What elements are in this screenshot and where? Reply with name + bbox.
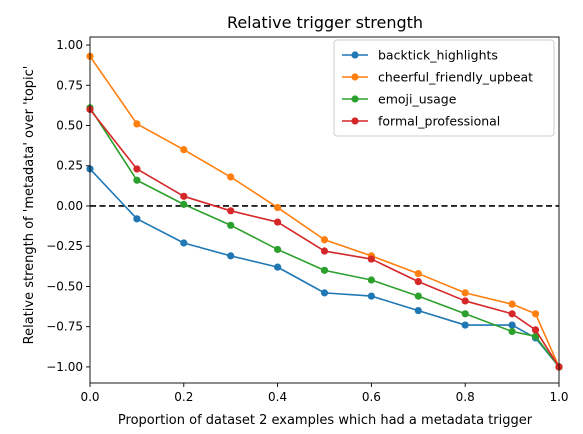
- legend-marker-formal_professional: [351, 117, 359, 125]
- data-point-emoji_usage-5: [320, 266, 329, 274]
- y-tick-label: −1.00: [46, 360, 83, 374]
- data-point-formal_professional-10: [531, 326, 540, 334]
- data-point-formal_professional-2: [180, 192, 188, 200]
- data-point-formal_professional-5: [320, 247, 329, 255]
- data-point-backtick_highlights-4: [274, 263, 282, 271]
- data-point-cheerful_friendly_upbeat-7: [414, 269, 422, 278]
- series-line-emoji_usage: [89, 107, 560, 368]
- data-point-cheerful_friendly_upbeat-8: [461, 289, 469, 297]
- data-point-formal_professional-9: [508, 310, 516, 318]
- data-point-backtick_highlights-6: [367, 292, 375, 300]
- legend-marker-cheerful_friendly_upbeat: [351, 73, 359, 81]
- legend-label-emoji_usage: emoji_usage: [378, 92, 457, 107]
- data-point-backtick_highlights-5: [320, 289, 329, 297]
- legend-label-backtick_highlights: backtick_highlights: [378, 48, 498, 63]
- legend-label-cheerful_friendly_upbeat: cheerful_friendly_upbeat: [378, 70, 533, 85]
- axes: 0.0 0.2 0.4 0.6 0.8 1.0 1.00 0.75 0.50 0.25 0.00 −0…: [46, 38, 568, 404]
- plot-frame: [89, 36, 560, 384]
- y-tick-label: 0.00: [56, 199, 83, 213]
- x-tick-label: 0.4: [268, 390, 287, 404]
- data-point-cheerful_friendly_upbeat-4: [274, 203, 282, 212]
- data-point-backtick_highlights-3: [227, 252, 235, 260]
- data-point-cheerful_friendly_upbeat-2: [180, 146, 188, 154]
- y-tick-label: 0.50: [56, 119, 83, 133]
- legend-marker-emoji_usage: [351, 95, 359, 103]
- data-point-cheerful_friendly_upbeat-1: [133, 120, 141, 128]
- data-point-cheerful_friendly_upbeat-5: [320, 236, 329, 244]
- data-point-emoji_usage-4: [274, 245, 282, 254]
- data-point-formal_professional-7: [414, 278, 422, 286]
- data-point-formal_professional-3: [227, 207, 235, 215]
- y-tick-label: −0.50: [46, 279, 83, 293]
- x-tick-label: 0.2: [174, 390, 193, 404]
- legend-marker-backtick_highlights: [351, 51, 359, 59]
- x-tick-label: 1.0: [549, 390, 568, 404]
- x-axis-label: Proportion of dataset 2 examples which h…: [118, 413, 533, 428]
- data-point-formal_professional-4: [274, 218, 282, 226]
- legend-label-formal_professional: formal_professional: [378, 114, 500, 129]
- data-point-backtick_highlights-8: [461, 321, 469, 329]
- data-point-formal_professional-1: [133, 165, 141, 173]
- chart-title: Relative trigger strength: [227, 13, 423, 32]
- series-line-formal_professional: [89, 108, 560, 368]
- data-point-emoji_usage-2: [180, 200, 188, 208]
- data-point-cheerful_friendly_upbeat-10: [531, 310, 540, 318]
- data-point-emoji_usage-6: [367, 276, 375, 284]
- legend: backtick_highlights cheerful_friendly_upb…: [333, 39, 555, 137]
- x-tick-label: 0.0: [80, 390, 99, 404]
- data-point-cheerful_friendly_upbeat-3: [227, 173, 235, 181]
- data-point-emoji_usage-9: [508, 327, 516, 336]
- y-tick-label: 0.25: [56, 159, 83, 173]
- data-point-formal_professional-6: [367, 255, 375, 263]
- y-tick-label: 0.75: [56, 78, 83, 92]
- data-point-backtick_highlights-1: [133, 215, 141, 223]
- y-tick-label: −0.75: [46, 320, 83, 334]
- data-point-emoji_usage-8: [461, 310, 469, 318]
- data-point-emoji_usage-10: [531, 332, 540, 340]
- data-point-formal_professional-8: [461, 297, 469, 305]
- data-point-emoji_usage-7: [414, 292, 422, 300]
- series-line-cheerful_friendly_upbeat: [89, 55, 560, 368]
- x-tick-label: 0.6: [362, 390, 381, 404]
- data-point-emoji_usage-3: [227, 221, 235, 229]
- data-point-emoji_usage-1: [133, 176, 141, 184]
- x-tick-label: 0.8: [456, 390, 475, 404]
- data-point-backtick_highlights-9: [508, 321, 516, 329]
- data-point-backtick_highlights-2: [180, 239, 188, 247]
- legend-box: [333, 39, 555, 137]
- y-tick-label: −0.25: [46, 239, 83, 253]
- y-axis-label: Relative strength of 'metadata' over 'to…: [22, 66, 37, 345]
- data-point-backtick_highlights-7: [414, 306, 422, 315]
- data-point-cheerful_friendly_upbeat-9: [508, 300, 516, 308]
- series-line-backtick_highlights: [89, 168, 560, 368]
- y-tick-label: 1.00: [56, 38, 83, 52]
